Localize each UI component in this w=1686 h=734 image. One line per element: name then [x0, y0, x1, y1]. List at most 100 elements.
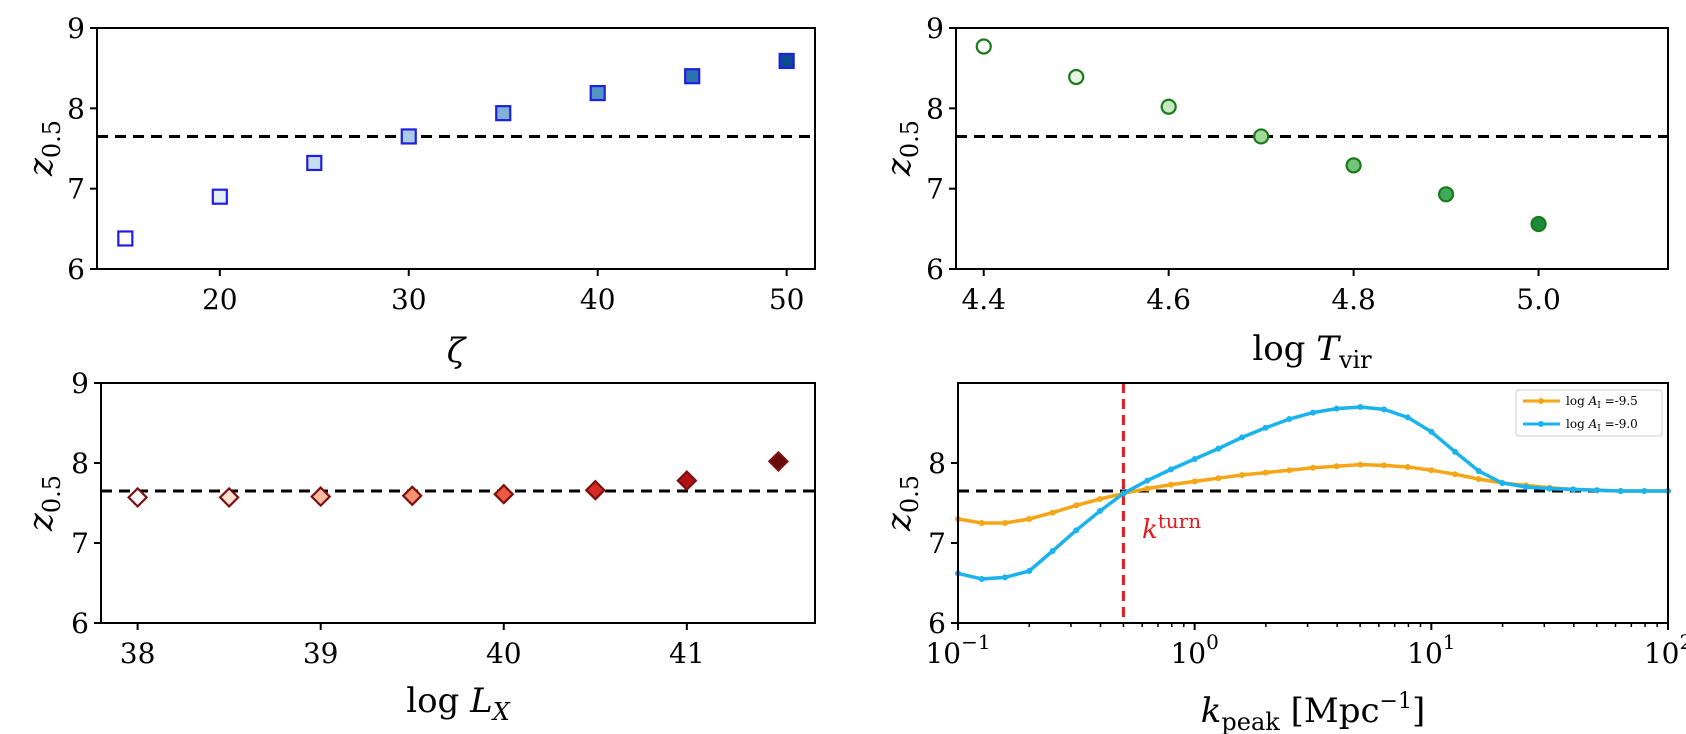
panel-zeta: 6 7 8 9 20 30 40 50 ζ z0.5: [21, 12, 816, 371]
zeta-y-axis-label: z0.5: [21, 120, 66, 177]
lx-x-axis-label: log LX: [406, 681, 511, 726]
kpeak-series-point-0: [1191, 478, 1198, 485]
kpeak-series-point-1: [1049, 548, 1056, 554]
kpeak-series-point-1: [1594, 487, 1601, 494]
lx-ytick-label: 6: [71, 607, 89, 640]
lx-xtick-label: 40: [486, 637, 522, 670]
kpeak-series-point-1: [1499, 480, 1506, 486]
kpeak-series-point-1: [1333, 405, 1340, 412]
kpeak-series-point-0: [1286, 467, 1293, 474]
zeta-x-axis-label: ζ: [447, 331, 468, 371]
tvir-marks: [956, 38, 1668, 233]
panel-lx: 6 7 8 9 38 39 40 41 log LX z0.5: [21, 367, 816, 726]
kpeak-xtick-label: 10−1: [925, 630, 990, 670]
kpeak-series-point-0: [1215, 475, 1222, 482]
lx-y-ticks: 6 7 8 9: [71, 367, 101, 640]
kpeak-x-ticks: 10−1 100 101 102: [925, 623, 1686, 670]
kpeak-series-point-0: [1002, 520, 1009, 526]
lx-data-point: [218, 486, 240, 508]
kpeak-xtick-label: 100: [1170, 630, 1218, 670]
kpeak-series-point-1: [1617, 488, 1624, 494]
lx-xtick-label: 41: [669, 637, 705, 670]
zeta-data-point: [117, 230, 134, 247]
kpeak-series-point-1: [1286, 416, 1293, 422]
kpeak-series-point-1: [1309, 409, 1316, 416]
lx-axes-frame: [100, 382, 816, 624]
kpeak-series-point-1: [978, 576, 985, 582]
kpeak-legend: log AI =-9.5 log AI =-9.0: [1515, 389, 1663, 437]
tvir-data-point: [1160, 98, 1177, 115]
tvir-data-point: [1253, 128, 1270, 145]
kpeak-series-point-1: [1428, 428, 1435, 435]
legend-label-b: log AI =-9.0: [1566, 417, 1638, 434]
kpeak-series-point-0: [1144, 485, 1151, 492]
zeta-xtick-label: 30: [391, 283, 427, 316]
kpeak-x-axis-label: kpeak [Mpc−1]: [1201, 689, 1425, 734]
lx-data-point: [676, 470, 698, 492]
kpeak-series-point-1: [1191, 456, 1198, 462]
lx-ytick-label: 7: [71, 527, 89, 560]
legend-entry-b: log AI =-9.0: [1523, 417, 1638, 434]
zeta-axes-frame: [96, 27, 816, 270]
kpeak-y-axis-label: z0.5: [879, 475, 924, 532]
lx-y-axis-label: z0.5: [21, 475, 66, 532]
lx-xtick-label: 38: [120, 637, 156, 670]
kpeak-series-point-1: [1026, 568, 1033, 574]
tvir-data-point: [1437, 186, 1455, 203]
tvir-x-ticks: 4.4 4.6 4.8 5.0: [961, 269, 1561, 316]
zeta-data-point: [211, 188, 228, 205]
lx-data-point: [584, 479, 606, 501]
lx-data-point: [127, 486, 149, 508]
tvir-axes-frame: [955, 27, 1669, 270]
kpeak-series-point-1: [1073, 527, 1080, 534]
k-turn-annotation: kturn: [1142, 509, 1201, 545]
kpeak-series-point-0: [1357, 461, 1364, 468]
zeta-xtick-label: 20: [202, 283, 238, 316]
zeta-data-point: [778, 52, 795, 70]
kpeak-series-point-1: [1262, 424, 1269, 431]
zeta-marks: [97, 52, 815, 247]
kpeak-series-point-1: [1215, 445, 1222, 452]
kpeak-series-point-0: [1452, 471, 1459, 478]
kpeak-axes-frame: [957, 382, 1669, 624]
zeta-ytick-label: 7: [67, 173, 85, 206]
kpeak-series-point-0: [1404, 464, 1411, 470]
kpeak-marks: [955, 383, 1671, 623]
legend-dot-a: [1538, 398, 1544, 404]
kpeak-series-point-0: [1381, 462, 1388, 469]
lx-xtick-label: 39: [303, 637, 339, 670]
tvir-data-point: [1068, 68, 1085, 86]
lx-x-ticks: 38 39 40 41: [120, 623, 705, 670]
panel-kpeak: 6 7 8 10−1 100 101 102 kpeak [Mpc−1] z0.5 ktu…: [879, 382, 1686, 734]
zeta-data-point: [306, 154, 323, 172]
tvir-ytick-label: 9: [926, 12, 944, 45]
tvir-xtick-label: 4.4: [961, 283, 1006, 316]
kpeak-series-point-0: [1333, 463, 1340, 470]
zeta-y-ticks: 6 7 8 9: [67, 12, 97, 286]
kpeak-series-point-0: [1262, 469, 1269, 476]
lx-data-point: [493, 483, 515, 505]
zeta-ytick-label: 9: [67, 12, 85, 45]
panel-tvir: 6 7 8 9 4.4 4.6 4.8 5.0 log Tvir z0.5: [879, 12, 1669, 374]
lx-ytick-label: 9: [71, 367, 89, 400]
tvir-ytick-label: 8: [926, 92, 944, 125]
kpeak-series-point-1: [1167, 466, 1174, 473]
kpeak-series-point-0: [1096, 496, 1103, 502]
lx-data-point: [767, 450, 789, 472]
kpeak-series-point-1: [1404, 414, 1411, 421]
kpeak-series-point-0: [1239, 472, 1246, 478]
kpeak-series-point-1: [1381, 406, 1388, 413]
tvir-xtick-label: 4.6: [1146, 283, 1191, 316]
lx-ytick-label: 8: [71, 447, 89, 480]
kpeak-series-point-1: [1002, 574, 1009, 581]
zeta-data-point: [589, 84, 606, 102]
kpeak-series-point-0: [1073, 502, 1080, 509]
zeta-xtick-label: 40: [580, 283, 616, 316]
tvir-data-point: [1345, 157, 1362, 174]
tvir-data-point: [975, 38, 992, 55]
kpeak-series-point-1: [1452, 448, 1459, 455]
legend-label-a: log AI =-9.5: [1566, 394, 1638, 411]
kpeak-series-point-0: [1167, 481, 1174, 488]
tvir-xtick-label: 4.8: [1331, 283, 1376, 316]
